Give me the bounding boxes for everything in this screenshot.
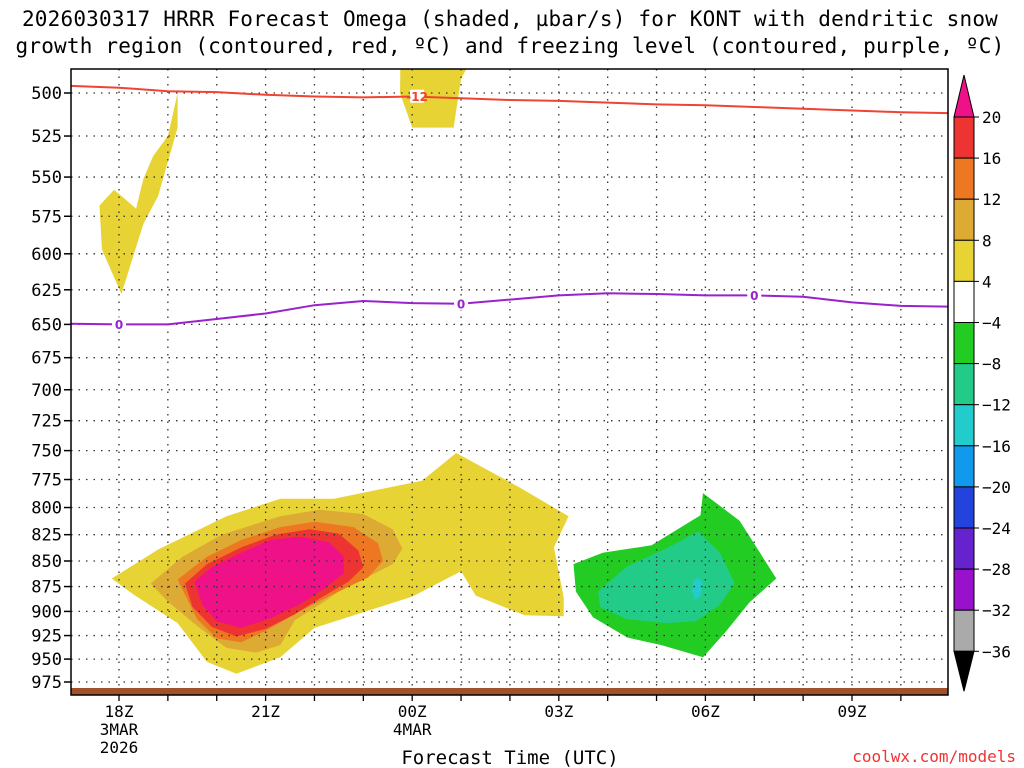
colorbar-bottom-triangle [953,650,975,692]
title-line-2: growth region (contoured, red, ºC) and f… [16,34,1005,58]
x-tick-label-00Z: 00Z [398,702,427,721]
colorbar-bin-5 [953,322,975,365]
credit-text: coolwx.com/models [852,747,1016,766]
colorbar-label-4: 4 [982,272,992,291]
y-tick-label-675: 675 [31,349,62,369]
colorbar-label-5: −4 [982,314,1001,333]
colorbar: 20 16 12 8 4 −4 −8 −12 −16 −20 −24 −28 −32 −36 [953,74,1011,692]
colorbar-bin-10 [953,527,975,570]
contour-label-dendritic-growth-isotherm-0: -12 [406,90,428,104]
colorbar-bin-1 [953,157,975,200]
colorbar-label-1: 16 [982,149,1001,168]
colorbar-bin-0 [953,116,975,159]
y-axis: 500 525 550 575 600 625 650 675 700 725 750 775 800 8… [31,84,71,693]
colorbar-bin-12 [953,609,975,652]
colorbar-label-13: −36 [982,642,1011,661]
colorbar-label-3: 8 [982,231,992,250]
colorbar-label-10: −24 [982,519,1011,538]
colorbar-bin-2 [953,198,975,241]
ground-band [71,688,948,695]
colorbar-bin-6 [953,363,975,406]
x-axis-label: Forecast Time (UTC) [401,747,618,768]
ground-layer [71,688,948,695]
shaded-region-lower-right-neg12-band [692,577,703,600]
colorbar-bin-9 [953,486,975,529]
colorbar-label-0: 20 [982,108,1001,127]
y-tick-label-725: 725 [31,412,62,432]
freezing-level-isotherm [71,292,948,326]
shaded-region-lower-right-neg8-band [597,531,735,624]
contour-label-bg-0 [410,89,425,103]
omega-shading-layer [99,69,777,674]
contour-label-bg-1 [112,317,126,331]
y-tick-label-800: 800 [31,499,62,519]
y-tick-label-925: 925 [31,627,62,647]
colorbar-bin-11 [953,568,975,611]
x-tick-label-03Z: 03Z [544,702,573,721]
contour-layer: -12 0 0 0 [71,84,948,332]
x-tick-date-3MAR: 3MAR [100,720,139,739]
contour-label-bg-3 [747,288,762,302]
colorbar-label-8: −16 [982,437,1011,456]
y-tick-label-575: 575 [31,207,62,227]
y-tick-label-550: 550 [31,168,62,188]
colorbar-bin-7 [953,404,975,447]
colorbar-label-9: −20 [982,478,1011,497]
x-tick-label-09Z: 09Z [838,702,867,721]
y-tick-label-950: 950 [31,650,62,670]
x-tick-date-4MAR: 4MAR [393,720,432,739]
y-tick-label-850: 850 [31,552,62,572]
contour-label-bg-2 [454,296,469,310]
contour-label-freezing-level-isotherm-1: 0 [115,318,123,332]
y-tick-label-600: 600 [31,245,62,265]
colorbar-bin-4 [953,280,975,323]
contour-label-freezing-level-isotherm-3: 0 [750,289,758,303]
colorbar-label-11: −28 [982,560,1011,579]
contour-label-freezing-level-isotherm-2: 0 [457,297,465,311]
shaded-region-upper-middle-4-band [400,69,467,128]
y-tick-label-975: 975 [31,673,62,693]
y-tick-label-825: 825 [31,526,62,546]
colorbar-top-triangle [953,74,975,118]
dendritic-growth-isotherm [71,84,948,115]
y-tick-label-500: 500 [31,84,62,104]
colorbar-label-2: 12 [982,190,1001,209]
colorbar-bin-8 [953,445,975,488]
y-tick-label-775: 775 [31,471,62,491]
y-tick-label-900: 900 [31,602,62,622]
shaded-region-lower-left-20-band [194,536,344,628]
colorbar-label-7: −12 [982,396,1011,415]
y-tick-label-525: 525 [31,127,62,147]
shaded-region-upper-left-4-band [99,69,178,294]
y-tick-label-700: 700 [31,381,62,401]
x-tick-label-18Z: 18Z [105,702,134,721]
y-tick-label-625: 625 [31,281,62,301]
colorbar-label-12: −32 [982,601,1011,620]
y-tick-label-750: 750 [31,442,62,462]
colorbar-label-6: −8 [982,355,1001,374]
y-tick-label-650: 650 [31,315,62,335]
colorbar-bin-3 [953,239,975,282]
x-tick-year-2026: 2026 [100,738,139,757]
y-tick-label-875: 875 [31,578,62,598]
title-line-1: 2026030317 HRRR Forecast Omega (shaded, … [22,7,998,31]
x-tick-label-06Z: 06Z [691,702,720,721]
x-tick-label-21Z: 21Z [251,702,280,721]
